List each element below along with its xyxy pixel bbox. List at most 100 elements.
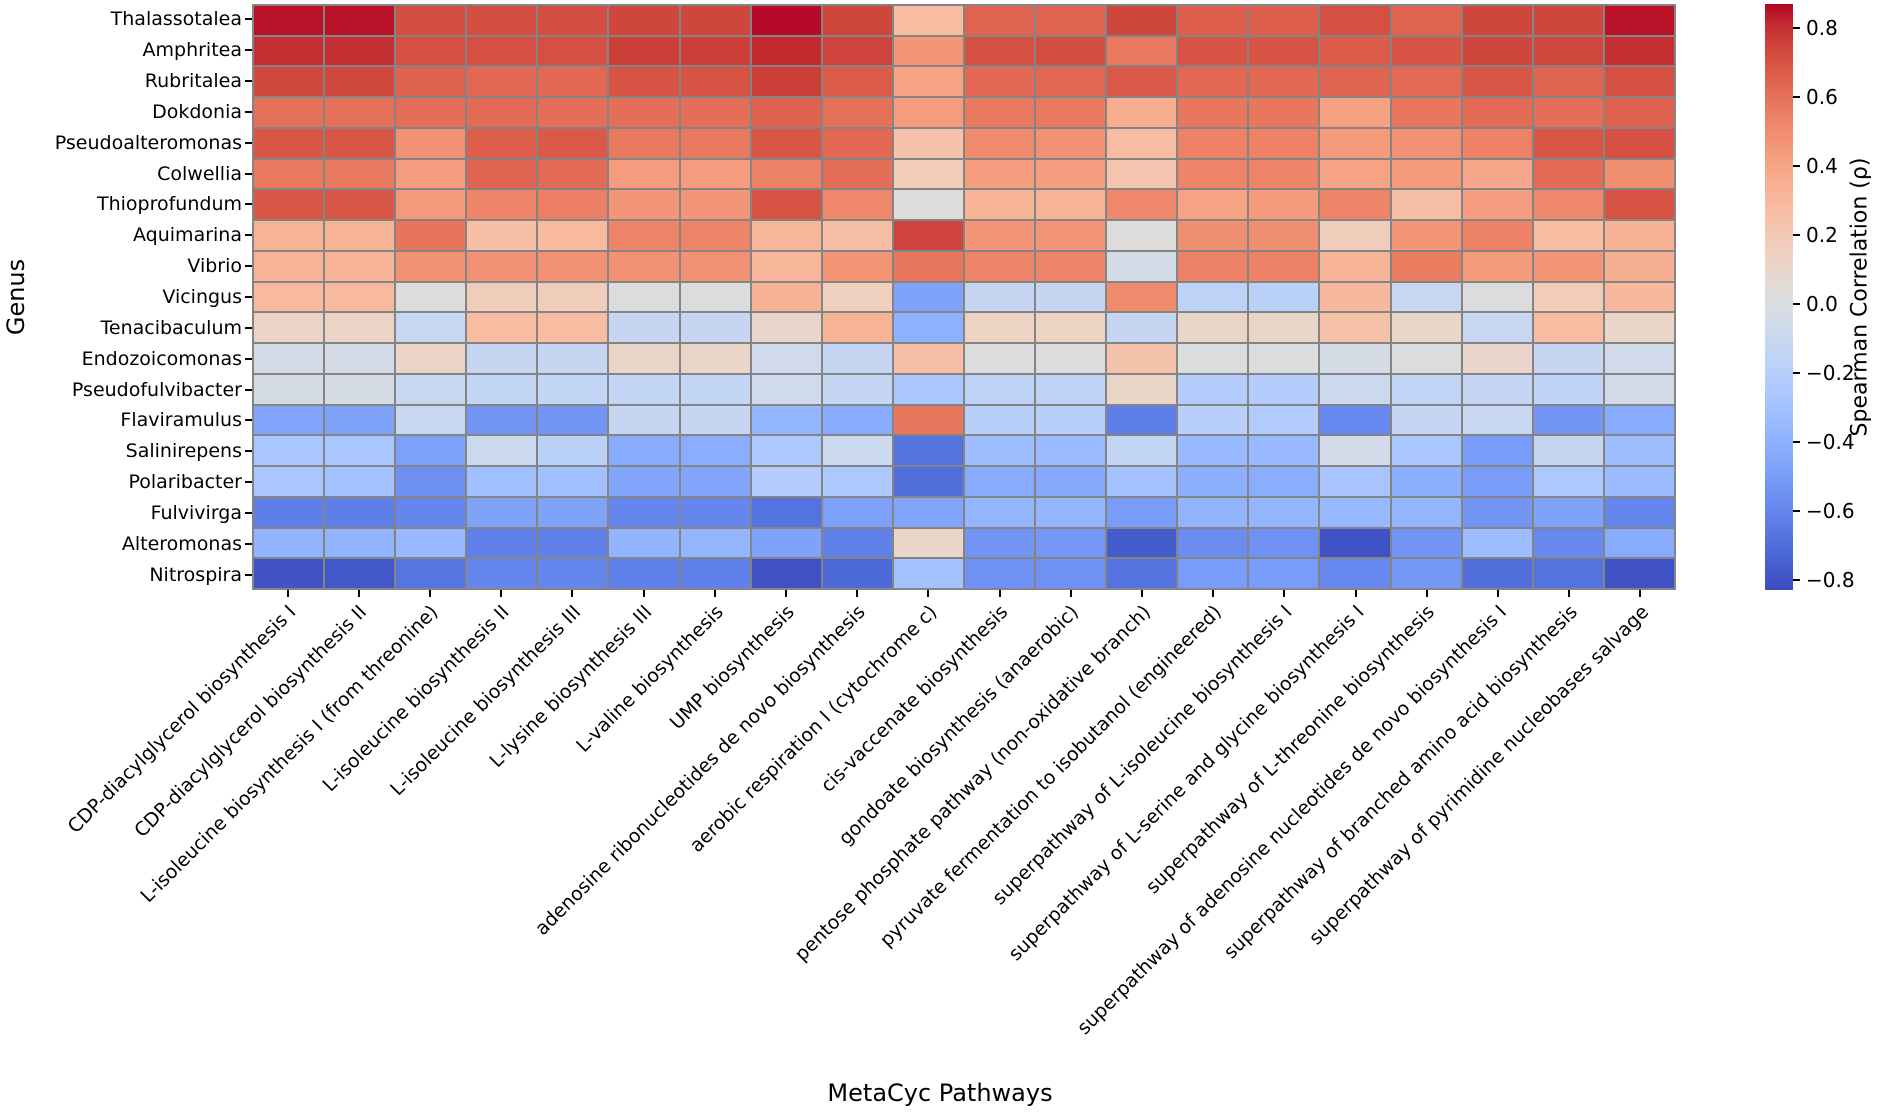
heatmap-cell xyxy=(396,436,466,466)
y-tick-label: Thalassotalea xyxy=(110,8,242,31)
heatmap-cell xyxy=(254,313,324,343)
y-tick-mark xyxy=(245,573,252,576)
heatmap-cell xyxy=(396,190,466,220)
heatmap-cell xyxy=(1249,6,1319,35)
heatmap-cell xyxy=(1320,98,1390,127)
heatmap-cell xyxy=(1036,405,1106,435)
heatmap-cell xyxy=(538,67,608,97)
heatmap-cell xyxy=(467,436,537,466)
heatmap-cell xyxy=(396,374,466,404)
heatmap-cell xyxy=(1391,159,1461,189)
heatmap-cell xyxy=(1320,405,1390,435)
heatmap-cell xyxy=(1036,251,1106,281)
heatmap-cell xyxy=(680,467,750,496)
x-tick-mark xyxy=(1568,590,1571,597)
heatmap-cell xyxy=(609,36,679,66)
heatmap-cell xyxy=(751,36,821,66)
heatmap-cell xyxy=(893,344,963,373)
y-tick-mark xyxy=(245,388,252,391)
heatmap-cell xyxy=(1107,528,1177,558)
heatmap-cell xyxy=(538,282,608,312)
heatmap-cell xyxy=(822,128,892,158)
heatmap-cell xyxy=(822,36,892,66)
heatmap-cell xyxy=(609,344,679,373)
heatmap-cell xyxy=(822,374,892,404)
heatmap-cell xyxy=(822,436,892,466)
heatmap-cell xyxy=(254,251,324,281)
heatmap-cell xyxy=(893,128,963,158)
colorbar-tick-label: −0.6 xyxy=(1806,498,1855,523)
heatmap-cell xyxy=(538,128,608,158)
heatmap-cell xyxy=(893,221,963,250)
heatmap-cell xyxy=(1178,436,1248,466)
heatmap-cell xyxy=(1036,344,1106,373)
y-tick-mark xyxy=(245,542,252,545)
heatmap-cell xyxy=(538,497,608,527)
heatmap-cell xyxy=(538,36,608,66)
y-tick-label: Amphritea xyxy=(142,39,242,62)
heatmap-cell xyxy=(1107,282,1177,312)
heatmap-cell xyxy=(964,282,1035,312)
heatmap-cell xyxy=(1604,313,1674,343)
y-tick-label: Nitrospira xyxy=(149,563,242,586)
heatmap-cell xyxy=(1533,36,1603,66)
heatmap-cell xyxy=(325,528,395,558)
heatmap-cell xyxy=(680,374,750,404)
heatmap-cell xyxy=(1462,405,1532,435)
heatmap-cell xyxy=(1178,344,1248,373)
heatmap-cell xyxy=(396,159,466,189)
heatmap-cell xyxy=(396,36,466,66)
heatmap-cell xyxy=(893,282,963,312)
heatmap-cell xyxy=(893,36,963,66)
heatmap-cell xyxy=(1320,190,1390,220)
heatmap-cell xyxy=(467,221,537,250)
heatmap-cell xyxy=(1533,128,1603,158)
heatmap-cell xyxy=(254,67,324,97)
heatmap-cell xyxy=(1462,128,1532,158)
heatmap-cell xyxy=(893,467,963,496)
heatmap-cell xyxy=(609,467,679,496)
heatmap-cell xyxy=(1533,6,1603,35)
heatmap-cell xyxy=(1462,67,1532,97)
y-tick-label: Polaribacter xyxy=(128,471,242,494)
heatmap-cell xyxy=(1249,67,1319,97)
heatmap-cell xyxy=(1249,36,1319,66)
heatmap-cell xyxy=(1107,251,1177,281)
heatmap-cell xyxy=(964,467,1035,496)
heatmap-cell xyxy=(964,313,1035,343)
heatmap-cell xyxy=(1391,374,1461,404)
heatmap-cell xyxy=(964,374,1035,404)
colorbar-tick-mark xyxy=(1793,27,1800,30)
heatmap-cell xyxy=(254,190,324,220)
heatmap-cell xyxy=(1604,528,1674,558)
heatmap-cell xyxy=(1107,67,1177,97)
heatmap-cell xyxy=(1320,221,1390,250)
heatmap-cell xyxy=(680,436,750,466)
heatmap-cell xyxy=(396,128,466,158)
heatmap-cell xyxy=(1107,98,1177,127)
heatmap-cell xyxy=(680,559,750,588)
heatmap-cell xyxy=(751,374,821,404)
heatmap-cell xyxy=(1391,221,1461,250)
heatmap-cell xyxy=(964,528,1035,558)
y-tick-label: Salinirepens xyxy=(125,440,242,463)
heatmap-cell xyxy=(751,497,821,527)
heatmap-cell xyxy=(538,190,608,220)
x-tick-label: superpathway of branched amino acid bios… xyxy=(1219,601,1582,964)
y-tick-mark xyxy=(245,481,252,484)
heatmap-cell xyxy=(467,128,537,158)
heatmap-cell xyxy=(1107,467,1177,496)
x-tick-mark xyxy=(1069,590,1072,597)
heatmap-cell xyxy=(538,221,608,250)
heatmap-cell xyxy=(822,467,892,496)
heatmap-cell xyxy=(680,67,750,97)
heatmap-cell xyxy=(680,128,750,158)
heatmap-cell xyxy=(680,251,750,281)
heatmap-cell xyxy=(1462,98,1532,127)
heatmap-cell xyxy=(1178,313,1248,343)
heatmap-cell xyxy=(254,344,324,373)
heatmap-cell xyxy=(325,159,395,189)
heatmap-cell xyxy=(1249,528,1319,558)
heatmap-cell xyxy=(1533,467,1603,496)
